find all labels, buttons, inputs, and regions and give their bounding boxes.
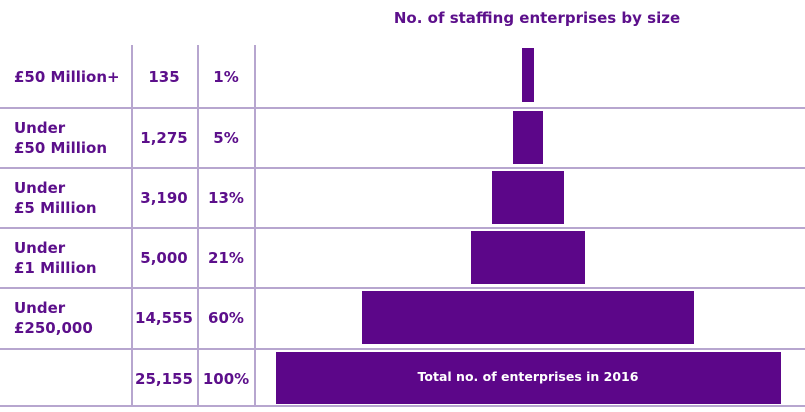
enterprise-count: 135 [148,67,180,86]
column-divider [197,45,199,407]
row-divider [0,107,805,109]
enterprise-share: 21% [208,249,244,267]
size-label: Under £1 Million [14,238,97,278]
size-label-line: Under [14,299,66,317]
size-label-line: £50 Million+ [14,67,120,86]
size-label: Under £50 Million [14,118,107,158]
size-bar [522,48,534,102]
column-divider [131,45,133,407]
total-bar-label: Total no. of enterprises in 2016 [417,369,639,384]
column-divider [254,45,256,407]
row-divider [0,227,805,229]
size-label-line: £1 Million [14,259,97,277]
size-label-line: Under [14,239,66,257]
size-label: Under £5 Million [14,178,97,218]
enterprise-count: 1,275 [140,129,188,147]
size-label-line: Under [14,119,66,137]
enterprise-share: 60% [208,309,244,327]
enterprise-count: 5,000 [140,249,188,267]
enterprise-count: 14,555 [135,309,193,327]
enterprise-share: 5% [213,129,239,147]
row-divider [0,348,805,350]
size-bar [470,231,586,284]
row-divider [0,287,805,289]
enterprise-count: 25,155 [135,370,193,388]
size-label: £50 Million+ [14,67,120,87]
size-label: Under £250,000 [14,298,93,338]
size-bar [491,171,565,224]
size-label-line: £250,000 [14,319,93,337]
size-label-line: Under [14,179,66,197]
size-label-line: £50 Million [14,139,108,157]
enterprise-share: 100% [202,370,250,388]
table-bottom-border [0,405,805,407]
chart-title: No. of staffing enterprises by size [393,9,681,27]
enterprise-count: 3,190 [140,189,188,207]
enterprise-share: 13% [208,189,244,207]
size-bar [513,111,543,164]
total-bar [275,352,781,404]
size-bar [361,291,695,344]
row-divider [0,167,805,169]
enterprise-share: 1% [213,67,239,86]
size-label-line: £5 Million [14,199,97,217]
